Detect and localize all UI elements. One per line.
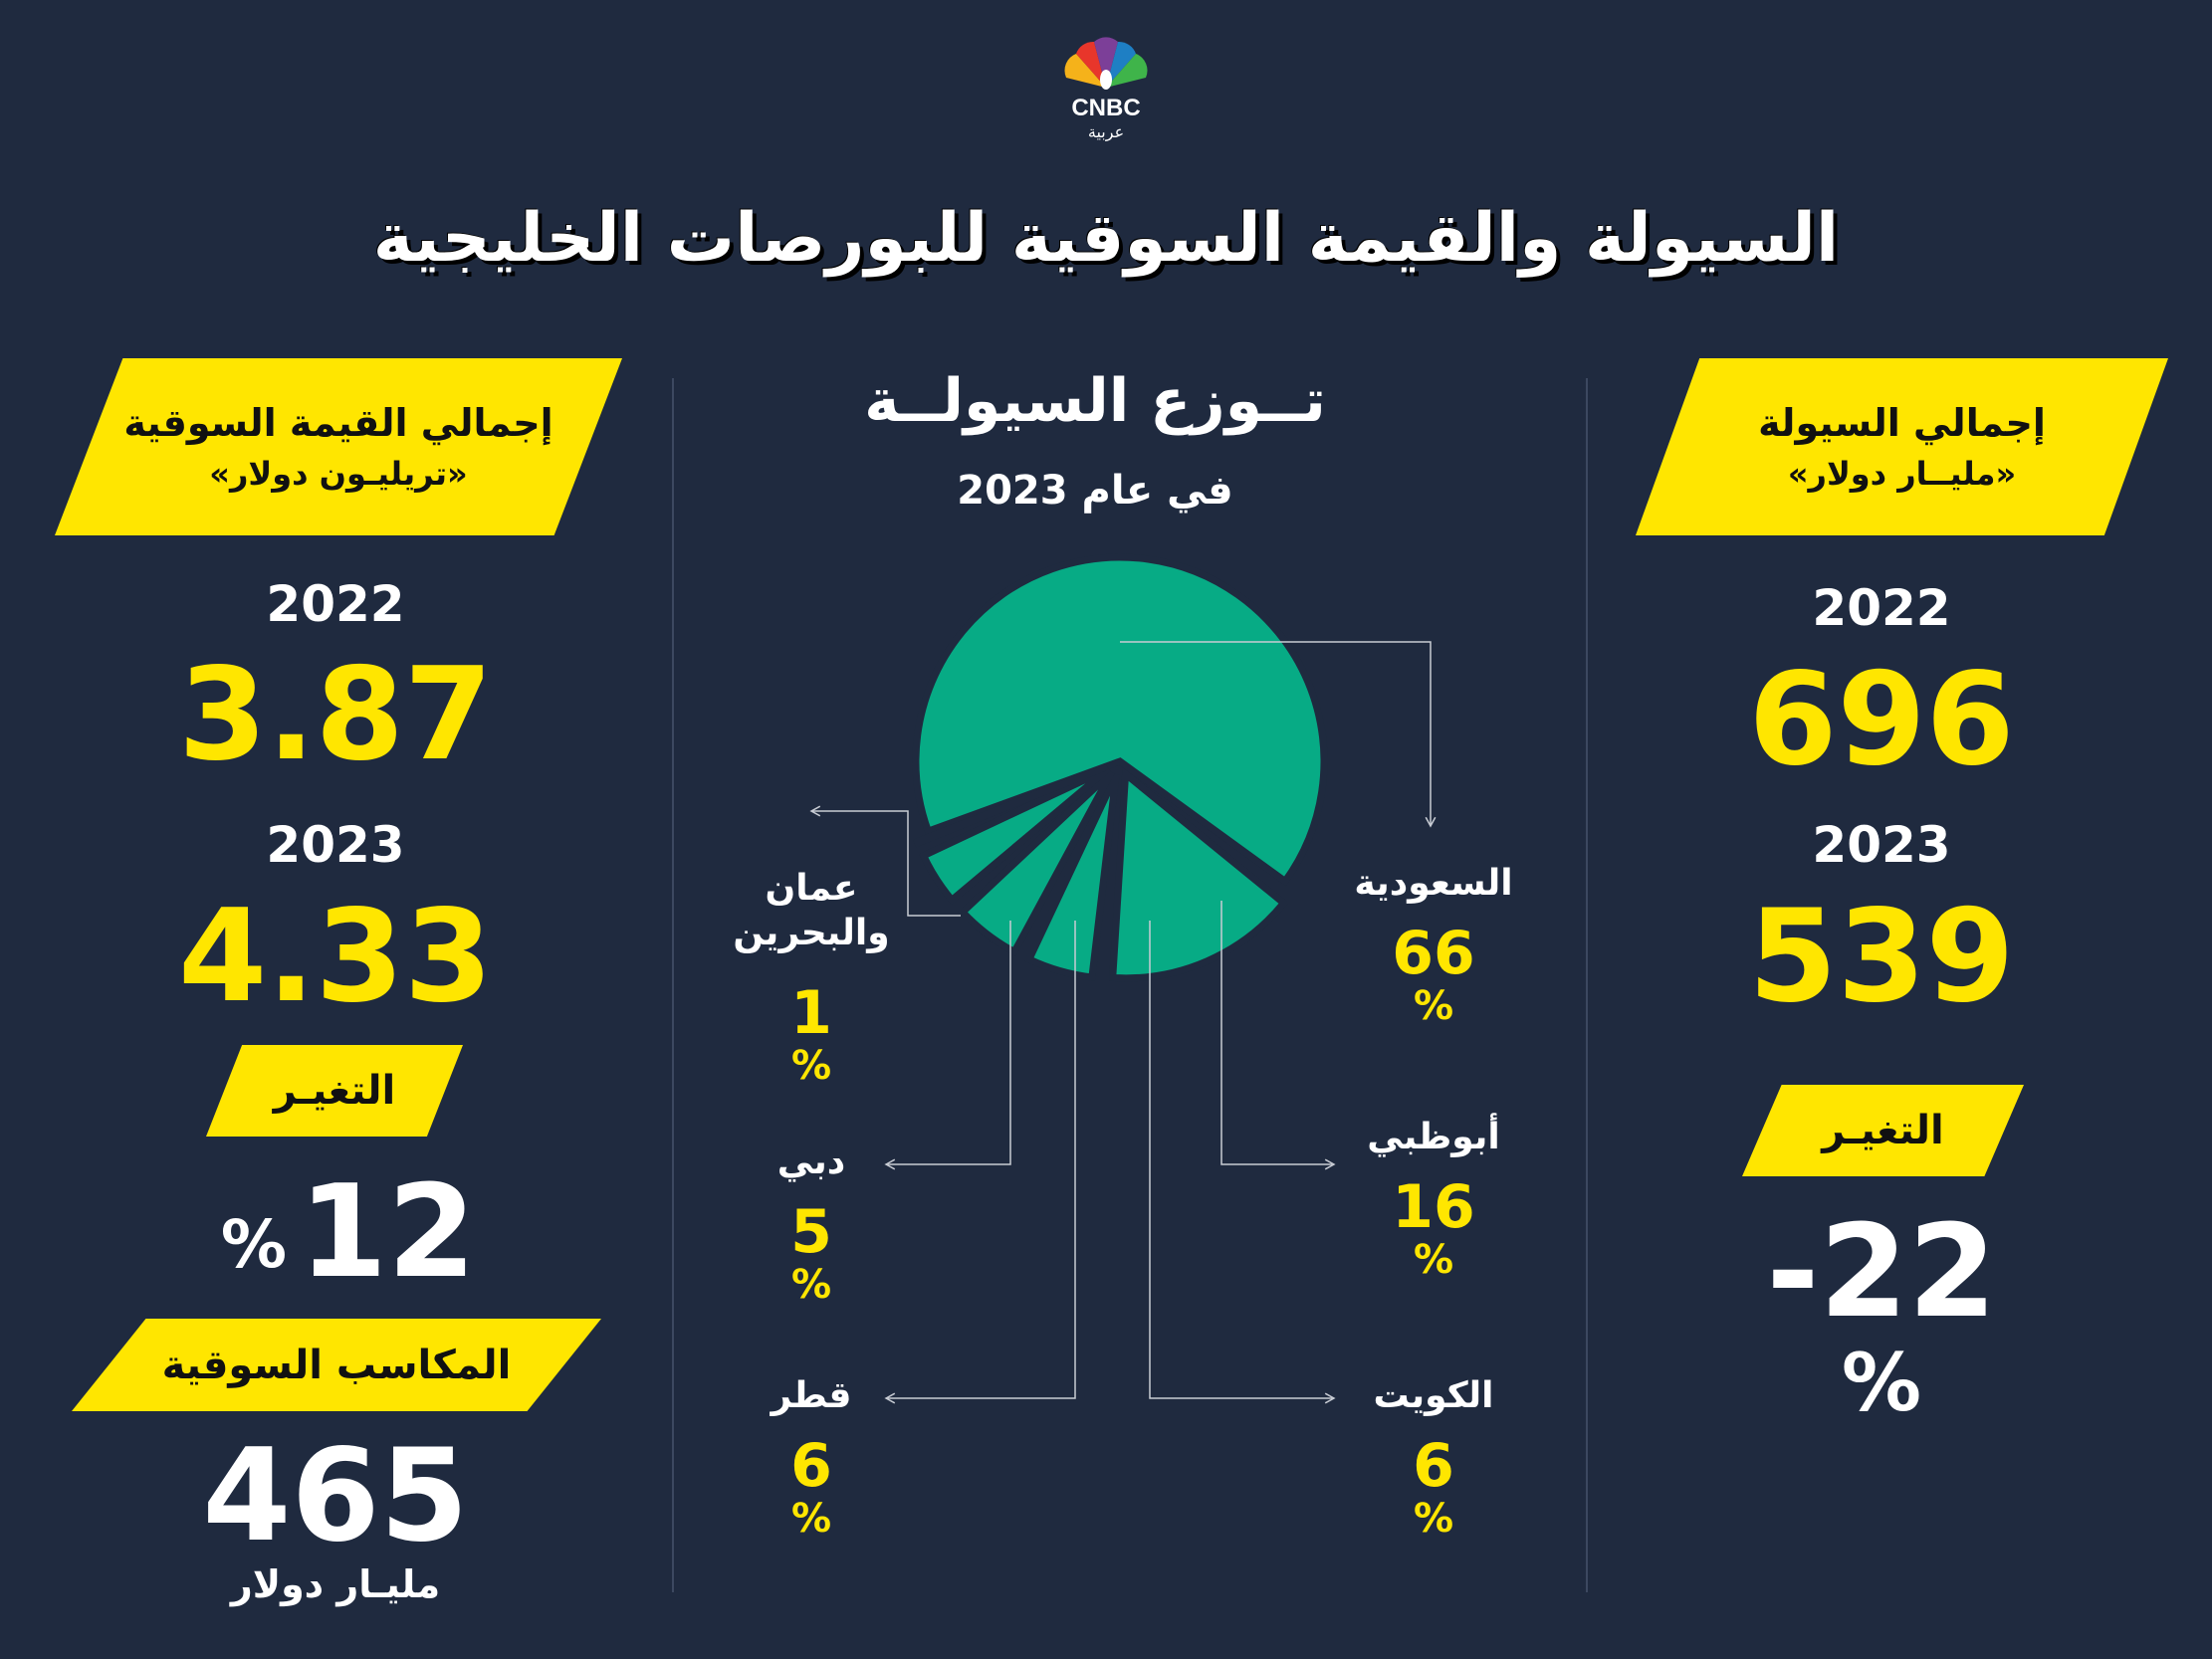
market-gains-label: المكاسب السوقية: [72, 1319, 601, 1411]
pie-label-value: 6: [790, 1431, 832, 1501]
pie-label-pct: %: [1413, 1237, 1454, 1283]
market-cap-header-unit: «تريليـون دولار»: [209, 455, 468, 493]
logo-sub: عربية: [1088, 122, 1124, 142]
pie-label-pct: %: [1413, 1496, 1454, 1542]
pie-label-country: قطر: [771, 1375, 852, 1416]
leader-line-3: [886, 921, 1076, 1399]
pie-slice-2: [1024, 772, 1120, 981]
pie-label-country: أبوظبي: [1367, 1117, 1500, 1157]
pie-slice-0: [912, 553, 1328, 887]
pie-slice-4: [919, 765, 1111, 906]
pie-slice-3: [958, 769, 1115, 957]
peacock-icon: CNBC عربية: [1064, 37, 1148, 142]
pie-label-pct: %: [790, 1043, 832, 1089]
logo-brand: CNBC: [1071, 95, 1140, 121]
leader-arrow-2: [1324, 1392, 1336, 1404]
leader-line-0: [1120, 641, 1432, 826]
market-cap-year-2023: 2023: [266, 816, 405, 874]
leader-line-1: [1220, 901, 1334, 1165]
market-cap-change-value: 12: [299, 1158, 477, 1307]
market-cap-value-2023: 4.33: [178, 883, 493, 1031]
market-cap-value-2022: 3.87: [178, 641, 493, 789]
liquidity-change-label: التغيـر: [1742, 1085, 2024, 1176]
pie-label-country: عمان والبحرين: [733, 868, 890, 953]
leader-line-2: [1149, 921, 1334, 1399]
pie-label-value: 5: [790, 1197, 832, 1267]
liquidity-change-pct: %: [1841, 1337, 1922, 1429]
chart-subtitle: في عام 2023: [957, 468, 1233, 514]
pie-label-country: دبي: [776, 1141, 846, 1182]
liquidity-header: إجمالي السيولة «مليــار دولار»: [1636, 358, 2168, 535]
pie-slice-5: [912, 762, 1109, 848]
pie-slice-1: [1109, 766, 1289, 982]
market-cap-header-title: إجمالي القيمة السوقية: [123, 401, 553, 445]
divider-right: [1586, 378, 1588, 1592]
market-gains-unit: مليـار دولار: [230, 1562, 441, 1606]
pie-label-value: 66: [1392, 919, 1475, 988]
pie-label-0: السعودية 66%: [1314, 861, 1553, 1029]
market-gains-value: 465: [202, 1422, 469, 1570]
market-cap-header: إجمالي القيمة السوقية «تريليـون دولار»: [55, 358, 622, 535]
pie-label-value: 1: [790, 978, 832, 1048]
liquidity-year-2023: 2023: [1812, 816, 1951, 874]
cnbc-arabia-logo: CNBC عربية: [1046, 36, 1166, 145]
market-cap-change: % 12: [199, 1169, 498, 1297]
liquidity-header-unit: «مليــار دولار»: [1787, 455, 2017, 493]
pie-label-4: دبي 5%: [692, 1140, 931, 1308]
leader-arrow-1: [1324, 1158, 1336, 1170]
leader-arrow-0: [1425, 816, 1437, 828]
leader-line-5: [811, 810, 961, 917]
chart-title: تــوزع السيولــة: [864, 366, 1326, 436]
pie-label-1: أبوظبي 16%: [1314, 1115, 1553, 1283]
pie-label-value: 6: [1413, 1431, 1454, 1501]
page-title: السيولة والقيمة السوقية للبورصات الخليجي…: [372, 199, 1840, 278]
liquidity-header-title: إجمالي السيولة: [1758, 401, 2046, 445]
pie-label-3: قطر 6%: [692, 1373, 931, 1542]
liquidity-value-2023: 539: [1748, 883, 2015, 1031]
market-cap-year-2022: 2022: [266, 575, 405, 633]
pie-label-5: عمان والبحرين 1%: [692, 866, 931, 1089]
market-cap-change-label: التغيـر: [206, 1045, 463, 1137]
liquidity-value-2022: 696: [1748, 646, 2015, 794]
leader-arrow-3: [884, 1392, 896, 1404]
pie-label-2: الكويت 6%: [1314, 1373, 1553, 1542]
market-cap-change-pct: %: [220, 1206, 287, 1283]
pie-label-country: السعودية: [1354, 863, 1513, 904]
pie-label-country: الكويت: [1373, 1375, 1494, 1416]
leader-line-4: [886, 921, 1011, 1165]
divider-left: [672, 378, 674, 1592]
pie-label-pct: %: [790, 1262, 832, 1308]
pie-label-value: 16: [1392, 1172, 1475, 1242]
pie-label-pct: %: [1413, 983, 1454, 1029]
pie-label-pct: %: [790, 1496, 832, 1542]
liquidity-change-value: -22: [1766, 1198, 1997, 1347]
liquidity-year-2022: 2022: [1812, 579, 1951, 637]
leader-arrow-4: [884, 1158, 896, 1170]
leader-arrow-5: [809, 805, 821, 817]
